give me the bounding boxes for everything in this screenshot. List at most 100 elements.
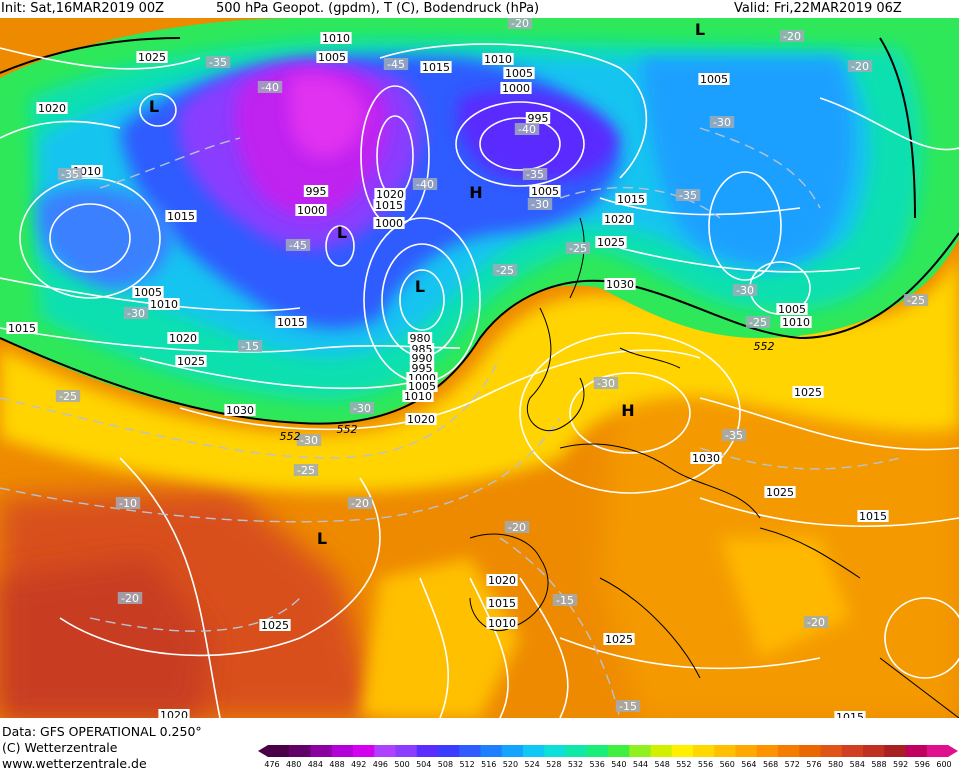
pressure-label: 1015 — [488, 597, 516, 610]
legend-tick-label: 488 — [329, 760, 345, 769]
pressure-label: 1015 — [422, 61, 450, 74]
pressure-label-box — [136, 51, 168, 63]
legend-tick-label: 592 — [893, 760, 909, 769]
pressure-center-label: L — [149, 97, 159, 116]
temperature-label-box — [55, 390, 81, 402]
legend-color-swatch — [565, 745, 588, 757]
temperature-label: -30 — [127, 307, 145, 320]
temperature-label: -40 — [261, 81, 279, 94]
pressure-label: 1005 — [134, 286, 162, 299]
legend-tick-label: 596 — [914, 760, 930, 769]
temperature-label: -25 — [59, 390, 77, 403]
temperature-label: -20 — [121, 592, 139, 605]
temperature-label: -20 — [508, 521, 526, 534]
pressure-label: 995 — [528, 112, 549, 125]
temperature-label: -20 — [783, 30, 801, 43]
legend-color-swatch — [671, 745, 694, 757]
temperature-label-box — [507, 18, 533, 29]
pressure-label-box — [405, 413, 437, 425]
pressure-center-label: L — [337, 223, 347, 242]
legend-color-swatch — [331, 745, 354, 757]
pressure-label-box — [409, 352, 435, 364]
legend-color-swatch — [586, 745, 609, 757]
pressure-label: 1015 — [836, 711, 864, 718]
pressure-label-box — [259, 619, 291, 631]
pressure-label-box — [36, 102, 68, 114]
temperature-label: -30 — [531, 198, 549, 211]
temperature-label-box — [504, 521, 530, 533]
pressure-label-box — [402, 390, 434, 402]
temperature-label: -20 — [511, 18, 529, 30]
pressure-label: 1020 — [169, 332, 197, 345]
pressure-label: 1005 — [505, 67, 533, 80]
legend-tick-label: 512 — [459, 760, 475, 769]
legend-color-swatch — [863, 745, 885, 757]
pressure-label: 1025 — [138, 51, 166, 64]
legend-tick-label: 492 — [351, 760, 367, 769]
pressure-label: 1015 — [277, 316, 305, 329]
pressure-label: 1025 — [605, 633, 633, 646]
pressure-label: 995 — [412, 362, 433, 375]
geopotential-color-fill — [0, 18, 959, 718]
legend-tick-label: 528 — [546, 760, 562, 769]
temperature-label: -15 — [619, 700, 637, 713]
legend-tick-label: 584 — [849, 760, 865, 769]
pressure-label-box — [420, 61, 452, 73]
legend-color-swatch — [884, 745, 906, 757]
legend-color-swatch — [820, 745, 843, 757]
temperature-label: -45 — [289, 239, 307, 252]
color-scale-bar — [258, 745, 958, 757]
legend-arrow-low — [258, 745, 268, 757]
temperature-label-box — [721, 429, 747, 441]
temperature-label: -45 — [387, 58, 405, 71]
pressure-label: 1025 — [597, 236, 625, 249]
pressure-label: 1010 — [488, 617, 516, 630]
pressure-label: 1000 — [297, 204, 325, 217]
legend-tick-label: 540 — [611, 760, 627, 769]
pressure-label: 1005 — [408, 380, 436, 393]
temperature-label-box — [57, 168, 83, 180]
legend-color-swatch — [438, 745, 460, 757]
pressure-label: 1005 — [700, 73, 728, 86]
temperature-label-box — [257, 81, 283, 93]
pressure-center-label: L — [695, 20, 705, 39]
pressure-label-box — [486, 617, 518, 629]
legend-tick-label: 520 — [502, 760, 519, 769]
legend-color-swatch — [926, 745, 949, 757]
temperature-label: -30 — [736, 284, 754, 297]
website-label: www.wetterzentrale.de — [2, 756, 147, 771]
pressure-label-box — [834, 711, 866, 718]
pressure-label: 1025 — [177, 355, 205, 368]
legend-color-swatch — [608, 745, 630, 757]
pressure-label-box — [165, 210, 197, 222]
pressure-label-box — [603, 633, 635, 645]
copyright-label: (C) Wetterzentrale — [2, 740, 118, 755]
temperature-label-box — [803, 616, 829, 628]
legend-color-swatch — [735, 745, 758, 757]
pressure-label-box — [295, 204, 327, 216]
temperature-label: -30 — [597, 377, 615, 390]
pressure-label-box — [409, 362, 435, 374]
temperature-label: -25 — [297, 464, 315, 477]
pressure-label: 1025 — [794, 386, 822, 399]
pressure-label-box — [148, 298, 180, 310]
pressure-label: 1020 — [376, 188, 404, 201]
temperature-labels: -35 -35 -45 -40 -40 -30 -40 -35 -30 -25 -25 -35 -30 -… — [55, 18, 929, 713]
legend-tick-label: 556 — [697, 760, 714, 769]
field-description-label: 500 hPa Geopot. (gpdm), T (C), Bodendruc… — [216, 1, 540, 16]
legend-tick-label: 588 — [871, 760, 887, 769]
pressure-center-label: H — [469, 183, 482, 202]
temperature-label: -25 — [749, 316, 767, 329]
pressure-label: 1015 — [859, 510, 887, 523]
pressure-label-box — [764, 486, 796, 498]
temperature-label-box — [593, 377, 619, 389]
pressure-label: 1010 — [150, 298, 178, 311]
temperature-label-box — [293, 464, 319, 476]
legend-color-swatch — [714, 745, 736, 757]
pressure-label-box — [500, 82, 532, 94]
temperature-label: -35 — [526, 168, 544, 181]
pressure-label-box — [602, 213, 634, 225]
pressure-label: 1015 — [375, 199, 403, 212]
legend-arrow-high — [948, 745, 958, 757]
legend-color-swatch — [268, 745, 290, 757]
